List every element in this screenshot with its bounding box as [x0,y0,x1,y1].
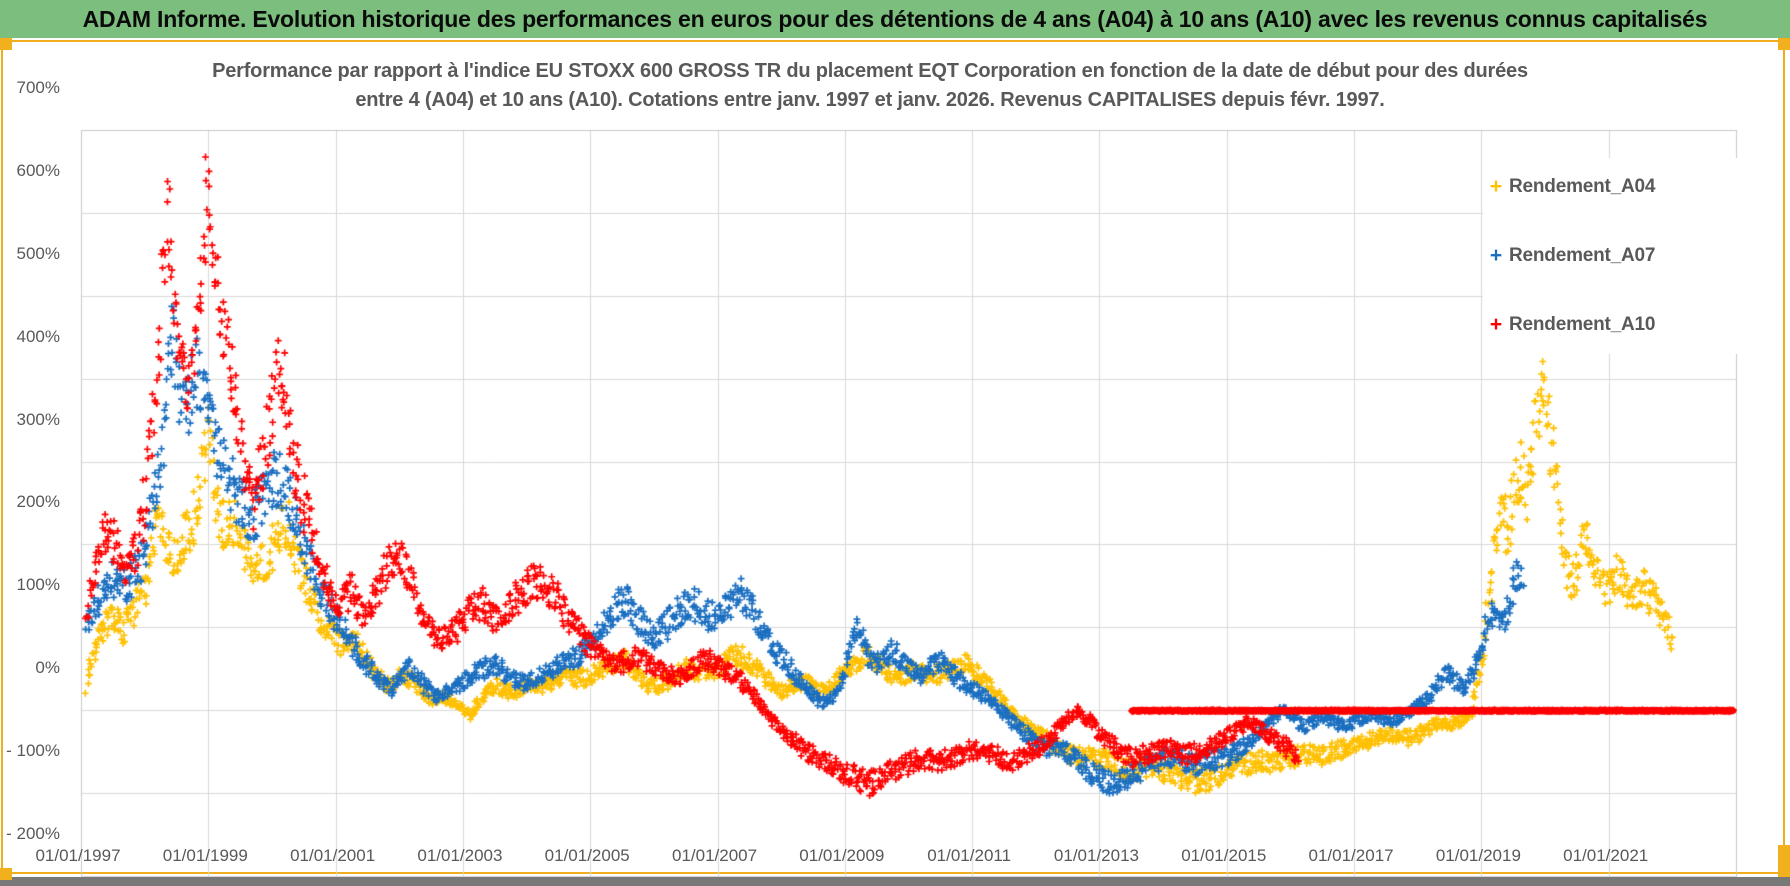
legend-item-rendement_a10[interactable]: + Rendement_A10 [1483,302,1755,348]
legend: + Rendement_A04 + Rendement_A07 + Rendement_A… [1483,158,1755,354]
x-tick-label: 01/01/2015 [1181,846,1267,865]
page-title: ADAM Informe. Evolution historique des p… [82,5,1708,32]
x-tick-label: 01/01/2017 [1308,846,1394,865]
legend-label: Rendement_A10 [1509,314,1656,335]
plus-marker-icon: + [1489,175,1503,198]
x-tick-label: 01/01/2009 [799,846,885,865]
x-tick-label: 01/01/1999 [162,846,248,865]
x-tick-label: 01/01/2005 [544,846,630,865]
frame-handle-top-left[interactable] [0,38,12,50]
header-bar: ADAM Informe. Evolution historique des p… [0,0,1790,38]
plus-marker-icon: + [1489,244,1503,267]
legend-label: Rendement_A07 [1509,245,1656,266]
frame-handle-bottom-right[interactable] [1778,845,1790,877]
x-tick-label: 01/01/2021 [1563,846,1649,865]
y-tick-label: 300% [16,409,60,429]
y-tick-label: 100% [16,575,60,595]
y-tick-label: 500% [16,243,60,263]
plus-marker-icon: + [1489,313,1503,336]
y-tick-label: 0% [35,658,60,678]
x-tick-label: 01/01/2011 [927,846,1012,865]
status-bar [0,877,1790,886]
x-tick-label: 01/01/2001 [290,846,376,865]
x-tick-label: 01/01/2007 [671,846,758,865]
y-tick-label: 700% [16,78,60,97]
frame-handle-bottom-left[interactable] [0,868,12,880]
y-tick-label: 400% [16,326,60,346]
chart-title-line2: entre 4 (A04) et 10 ans (A10). Cotations… [170,89,1570,112]
legend-item-rendement_a07[interactable]: + Rendement_A07 [1483,233,1755,279]
legend-label: Rendement_A04 [1509,176,1656,197]
x-tick-label: 01/01/1997 [35,846,121,865]
chart-title-line1: Performance par rapport à l'indice EU ST… [170,60,1570,83]
x-tick-label: 01/01/2019 [1435,846,1521,865]
y-tick-label: - 200% [6,824,60,843]
y-tick-label: 200% [16,492,60,512]
x-tick-label: 01/01/2003 [417,846,503,865]
frame-handle-top-right[interactable] [1778,38,1790,50]
x-tick-label: 01/01/2013 [1053,846,1139,865]
y-tick-label: 600% [16,160,60,180]
legend-item-rendement_a04[interactable]: + Rendement_A04 [1483,164,1755,210]
y-tick-label: - 100% [6,741,60,761]
